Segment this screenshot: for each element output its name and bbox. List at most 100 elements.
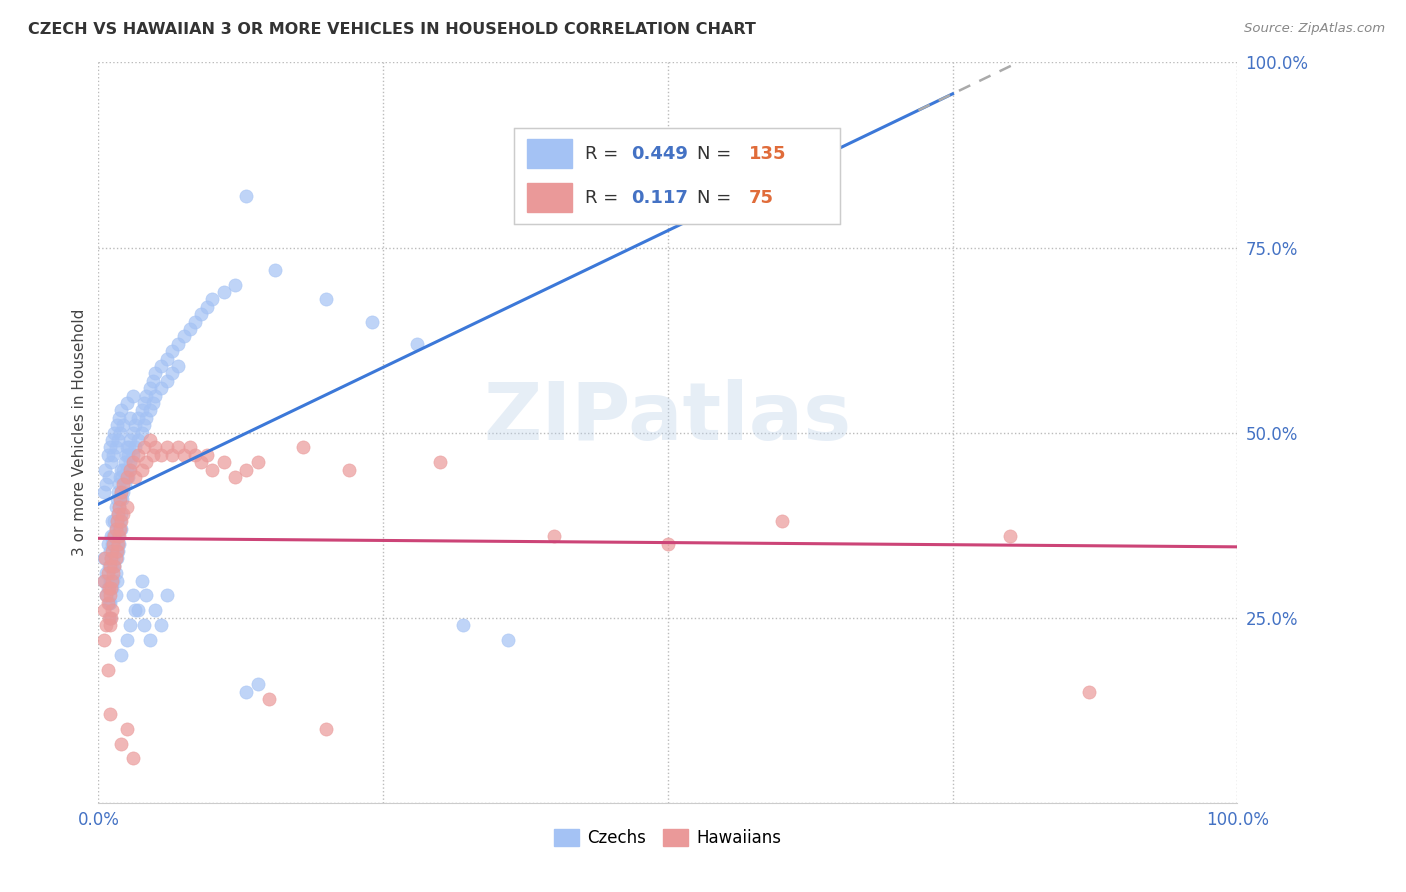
Point bbox=[142, 448, 165, 462]
Point bbox=[112, 462, 135, 476]
Point bbox=[115, 722, 138, 736]
Point bbox=[93, 484, 115, 499]
Point bbox=[96, 566, 118, 581]
Point bbox=[104, 441, 127, 455]
Point bbox=[135, 455, 157, 469]
Point bbox=[110, 515, 132, 529]
Point bbox=[112, 484, 135, 499]
Point bbox=[98, 596, 121, 610]
Text: ZIPatlas: ZIPatlas bbox=[484, 379, 852, 457]
Point bbox=[315, 722, 337, 736]
Point bbox=[97, 610, 120, 624]
Point bbox=[97, 581, 120, 595]
Point bbox=[94, 551, 117, 566]
Point bbox=[104, 522, 127, 536]
Point bbox=[114, 477, 136, 491]
Point bbox=[101, 544, 124, 558]
Point bbox=[111, 492, 134, 507]
Point bbox=[96, 536, 118, 550]
Point bbox=[120, 455, 142, 469]
Point bbox=[103, 574, 125, 588]
Point bbox=[156, 351, 179, 366]
Point bbox=[173, 448, 195, 462]
Point bbox=[115, 441, 138, 455]
Point bbox=[124, 418, 146, 433]
Point bbox=[131, 574, 153, 588]
Point bbox=[103, 515, 125, 529]
Point bbox=[96, 477, 118, 491]
Point bbox=[110, 737, 132, 751]
Text: R =: R = bbox=[585, 145, 624, 162]
Point bbox=[105, 515, 128, 529]
Point bbox=[142, 396, 165, 410]
Point bbox=[1078, 685, 1101, 699]
Point bbox=[108, 536, 131, 550]
Point bbox=[543, 529, 565, 543]
Point bbox=[770, 515, 793, 529]
Point bbox=[156, 374, 179, 388]
Point bbox=[105, 418, 128, 433]
Point bbox=[100, 574, 122, 588]
Text: N =: N = bbox=[696, 189, 737, 207]
Text: 0.117: 0.117 bbox=[631, 189, 688, 207]
Point bbox=[103, 529, 125, 543]
Point bbox=[115, 500, 138, 514]
Point bbox=[131, 462, 153, 476]
Point bbox=[115, 462, 138, 476]
Point bbox=[173, 329, 195, 343]
Point bbox=[406, 336, 429, 351]
Point bbox=[360, 314, 382, 328]
Point bbox=[138, 403, 160, 417]
Point bbox=[100, 610, 122, 624]
Point bbox=[107, 536, 129, 550]
Point bbox=[121, 455, 143, 469]
Point bbox=[179, 441, 201, 455]
Point bbox=[96, 581, 118, 595]
Point bbox=[105, 515, 128, 529]
Point bbox=[107, 433, 129, 447]
Point bbox=[96, 566, 118, 581]
Point bbox=[429, 455, 451, 469]
Point bbox=[127, 448, 149, 462]
Point bbox=[97, 558, 120, 573]
Point bbox=[101, 603, 124, 617]
Point bbox=[104, 551, 127, 566]
Point bbox=[145, 367, 167, 381]
Point bbox=[315, 293, 337, 307]
Point bbox=[190, 307, 212, 321]
Point bbox=[657, 536, 679, 550]
Y-axis label: 3 or more Vehicles in Household: 3 or more Vehicles in Household bbox=[72, 309, 87, 557]
Point bbox=[101, 515, 124, 529]
Point bbox=[121, 751, 143, 765]
Point bbox=[224, 277, 246, 292]
Point bbox=[98, 544, 121, 558]
Point bbox=[150, 359, 173, 373]
Point bbox=[145, 388, 167, 402]
Text: CZECH VS HAWAIIAN 3 OR MORE VEHICLES IN HOUSEHOLD CORRELATION CHART: CZECH VS HAWAIIAN 3 OR MORE VEHICLES IN … bbox=[28, 22, 756, 37]
Point bbox=[120, 462, 142, 476]
Point bbox=[111, 470, 134, 484]
Point bbox=[98, 589, 121, 603]
Point bbox=[179, 322, 201, 336]
Point bbox=[98, 574, 121, 588]
Text: R =: R = bbox=[585, 189, 630, 207]
Point bbox=[190, 455, 212, 469]
Point bbox=[150, 618, 173, 632]
Point bbox=[103, 425, 125, 440]
Point bbox=[184, 314, 207, 328]
Point bbox=[132, 396, 155, 410]
Point bbox=[93, 574, 115, 588]
Point bbox=[120, 410, 142, 425]
Point bbox=[110, 462, 132, 476]
Point bbox=[114, 455, 136, 469]
Point bbox=[138, 381, 160, 395]
Bar bbox=[527, 139, 572, 168]
Point bbox=[112, 507, 135, 521]
Point bbox=[105, 492, 128, 507]
Point bbox=[124, 441, 146, 455]
Point bbox=[115, 632, 138, 647]
Point bbox=[104, 589, 127, 603]
Point bbox=[98, 618, 121, 632]
Point bbox=[150, 381, 173, 395]
Text: 75: 75 bbox=[749, 189, 773, 207]
